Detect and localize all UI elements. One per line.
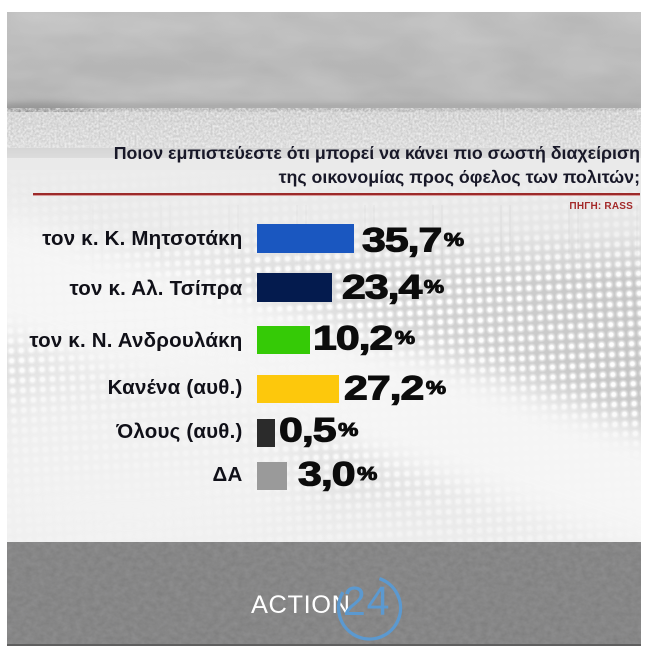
svg-text:24: 24: [343, 578, 390, 624]
